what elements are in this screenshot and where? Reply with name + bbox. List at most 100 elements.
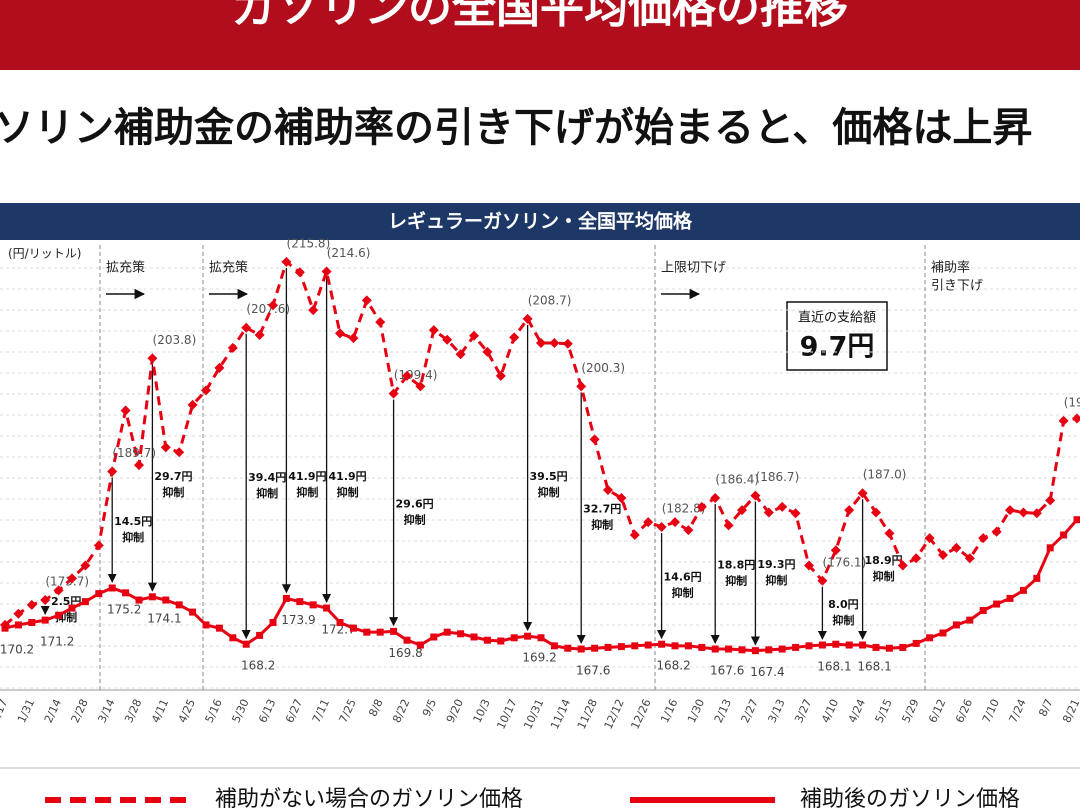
data-label: 169.8: [388, 646, 422, 660]
point-marker: [254, 329, 265, 340]
point-marker: [670, 517, 680, 528]
point-marker: [522, 313, 533, 324]
data-label: (196.0): [1064, 395, 1080, 409]
gap-label: 39.4円: [248, 471, 286, 484]
y-axis-unit: (円/リットル): [8, 247, 81, 261]
point-marker: [510, 634, 518, 642]
point-marker: [428, 325, 439, 336]
point-marker: [323, 604, 331, 612]
point-marker: [604, 643, 612, 651]
point-marker: [470, 633, 478, 641]
x-tick-label: 11/14: [548, 697, 573, 731]
x-tick-label: 9/5: [420, 697, 439, 719]
point-marker: [349, 624, 357, 632]
slide-subtitle: ソリン補助金の補助率の引き下げが始まると、価格は上昇: [0, 105, 1032, 151]
point-marker: [202, 621, 210, 629]
point-marker: [725, 645, 733, 653]
point-marker: [524, 632, 532, 640]
gap-label: 29.7円: [154, 470, 192, 483]
x-tick-label: 9/20: [444, 697, 466, 725]
x-tick-label: 2/14: [42, 697, 64, 725]
data-label: (182.8): [662, 501, 706, 515]
x-tick-label: 10/17: [494, 697, 519, 731]
point-marker: [108, 584, 116, 592]
gap-label: 抑制: [162, 485, 184, 499]
x-tick-label: 4/10: [819, 697, 841, 725]
data-label: (214.6): [327, 246, 371, 260]
phase-label: 拡充策: [106, 260, 145, 276]
data-label: (203.8): [153, 333, 197, 347]
point-marker: [1046, 544, 1054, 552]
point-marker: [28, 619, 36, 627]
data-label: (173.7): [45, 575, 89, 589]
x-tick-label: 7/11: [310, 697, 332, 725]
data-label: 167.6: [710, 664, 744, 678]
point-marker: [269, 619, 277, 627]
point-marker: [41, 616, 49, 624]
phase-label: 補助率: [931, 260, 970, 276]
gap-label: 抑制: [404, 512, 426, 526]
point-marker: [684, 642, 692, 650]
point-marker: [430, 633, 438, 641]
legend-label: 補助がない場合のガソリン価格: [215, 787, 523, 810]
x-tick-label: 3/13: [765, 697, 787, 725]
gap-label: 41.9円: [288, 470, 326, 483]
point-marker: [68, 604, 76, 612]
point-marker: [629, 529, 640, 540]
point-marker: [911, 553, 922, 564]
point-marker: [147, 353, 158, 364]
point-marker: [497, 637, 505, 645]
point-marker: [924, 533, 935, 544]
point-marker: [120, 405, 131, 416]
gap-label: 8.0円: [828, 598, 859, 611]
point-marker: [281, 256, 292, 267]
point-marker: [309, 601, 317, 609]
data-label: (189.7): [112, 446, 156, 460]
point-marker: [482, 346, 493, 357]
data-label: (176.1): [823, 555, 867, 569]
point-marker: [1058, 415, 1069, 426]
series-line: [4, 259, 1078, 627]
gap-label: 抑制: [672, 586, 694, 600]
point-marker: [576, 381, 587, 392]
x-tick-label: 8/7: [1036, 697, 1055, 719]
point-marker: [229, 634, 237, 642]
point-marker: [792, 643, 800, 651]
point-marker: [294, 267, 305, 278]
data-label: 172.7: [321, 623, 355, 637]
point-marker: [215, 624, 223, 632]
gap-label: 抑制: [591, 518, 613, 532]
gap-label: 抑制: [122, 530, 144, 544]
gap-label: 32.7円: [583, 503, 621, 516]
point-marker: [1, 624, 9, 632]
x-tick-label: 7/24: [1007, 697, 1029, 725]
point-marker: [872, 643, 880, 651]
point-marker: [308, 305, 319, 316]
point-marker: [1005, 505, 1015, 516]
point-marker: [107, 466, 118, 477]
data-label: 171.2: [40, 635, 74, 649]
point-marker: [696, 501, 707, 512]
point-marker: [765, 646, 773, 654]
x-tick-label: 7/25: [337, 697, 359, 725]
legend-label: 補助後のガソリン価格: [800, 787, 1020, 810]
data-label: 168.2: [241, 659, 275, 673]
title-banner: [0, 0, 1080, 70]
gap-label: 14.5円: [114, 515, 152, 528]
point-marker: [938, 550, 948, 561]
point-marker: [859, 641, 867, 649]
slide-title: ガソリンの全国平均価格の推移: [232, 0, 848, 33]
point-marker: [549, 337, 560, 348]
gap-label: 14.6円: [664, 571, 702, 584]
data-label: 169.2: [522, 651, 556, 665]
point-marker: [160, 442, 171, 453]
point-marker: [1072, 413, 1080, 424]
point-marker: [469, 330, 479, 341]
point-marker: [1031, 508, 1042, 519]
point-marker: [857, 488, 868, 499]
point-marker: [348, 333, 359, 344]
point-marker: [483, 636, 491, 644]
point-marker: [376, 628, 384, 636]
callout-value: 9.7円: [800, 332, 875, 363]
point-marker: [402, 370, 412, 381]
